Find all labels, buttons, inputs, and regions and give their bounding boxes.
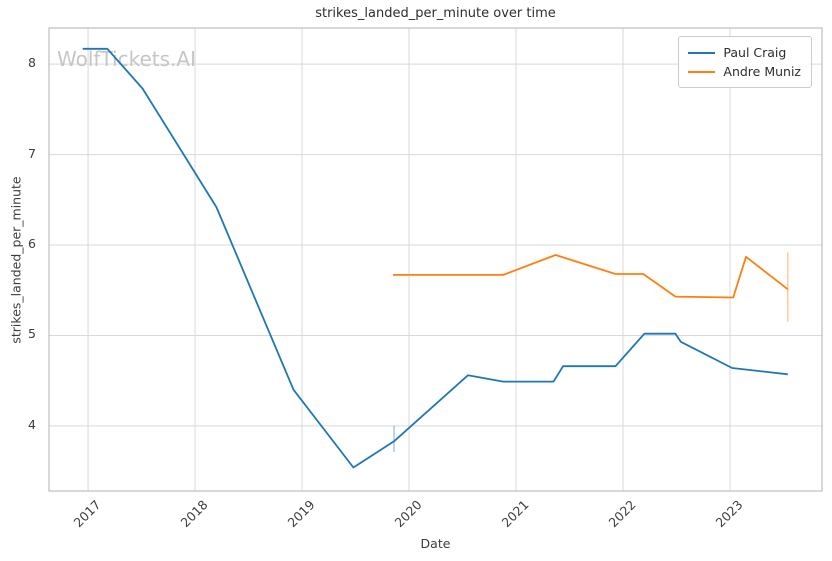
y-tick-label-4: 4 xyxy=(28,416,36,432)
watermark: WolfTickets.AI xyxy=(57,47,196,71)
x-axis-label: Date xyxy=(420,536,451,551)
legend-item-paul-craig: Paul Craig xyxy=(688,43,801,62)
legend-label-paul-craig: Paul Craig xyxy=(723,45,787,60)
y-tick-label-5: 5 xyxy=(28,326,36,342)
series-line-paul-craig xyxy=(82,47,788,469)
legend: Paul Craig Andre Muniz xyxy=(678,36,812,88)
y-tick-label-7: 7 xyxy=(28,145,36,161)
plot-border xyxy=(48,27,823,492)
legend-item-andre-muniz: Andre Muniz xyxy=(688,62,801,81)
y-tick-label-6: 6 xyxy=(28,236,36,252)
legend-line-sample-andre-muniz xyxy=(688,70,716,73)
series-line-andre-muniz xyxy=(393,254,789,299)
chart-title: strikes_landed_per_minute over time xyxy=(315,6,556,21)
legend-label-andre-muniz: Andre Muniz xyxy=(723,64,801,79)
legend-line-sample-paul-craig xyxy=(688,51,716,54)
y-tick-label-8: 8 xyxy=(28,55,36,71)
